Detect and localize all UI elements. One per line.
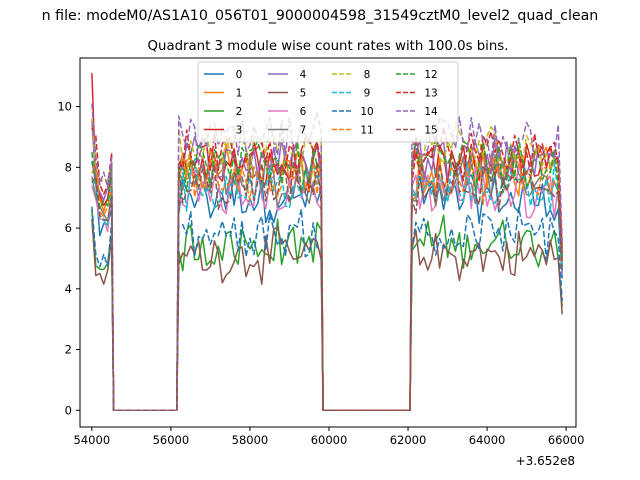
x-axis: 54000 56000 58000 60000 62000 64000 66000 (74, 427, 585, 447)
legend-label-1: 1 (236, 88, 243, 100)
y-tick-label: 8 (65, 160, 72, 174)
figure-suptitle: n file: modeM0/AS1A10_056T01_9000004598_… (42, 8, 599, 24)
x-tick-label: 62000 (390, 433, 427, 447)
series-line-5 (91, 218, 563, 412)
series-line-7 (91, 153, 563, 412)
x-tick-label: 58000 (232, 433, 269, 447)
x-tick-label: 64000 (469, 433, 506, 447)
legend-box (197, 61, 459, 143)
legend-label-7: 7 (300, 125, 307, 137)
x-tick-label: 60000 (311, 433, 348, 447)
series-line-4 (91, 121, 563, 412)
legend-label-15: 15 (424, 125, 437, 137)
legend-label-9: 9 (364, 88, 371, 100)
legend-label-6: 6 (300, 106, 307, 118)
legend-label-13: 13 (424, 88, 437, 100)
y-tick-label: 0 (65, 403, 72, 417)
legend-label-3: 3 (236, 125, 243, 137)
series-line-2 (91, 209, 563, 412)
legend-label-0: 0 (236, 69, 243, 81)
x-axis-offset-label: +3.652e8 (516, 454, 575, 468)
legend-label-10: 10 (360, 106, 373, 118)
y-tick-label: 4 (65, 282, 72, 296)
chart-title: Quadrant 3 module wise count rates with … (148, 39, 509, 54)
legend-label-8: 8 (364, 69, 371, 81)
legend-label-12: 12 (424, 69, 437, 81)
legend-label-14: 14 (424, 106, 438, 118)
y-tick-label: 10 (57, 100, 72, 114)
legend-label-2: 2 (236, 106, 243, 118)
legend-label-11: 11 (360, 125, 373, 137)
series-line-6 (91, 163, 563, 412)
y-tick-label: 6 (65, 221, 72, 235)
x-tick-label: 66000 (548, 433, 585, 447)
y-axis: 0 2 4 6 8 10 (57, 100, 80, 417)
series-line-14 (91, 103, 563, 412)
series-line-10 (91, 206, 563, 412)
x-tick-label: 56000 (153, 433, 190, 447)
x-tick-label: 54000 (74, 433, 111, 447)
y-tick-label: 2 (65, 343, 72, 357)
legend-label-4: 4 (300, 69, 307, 81)
series-line-15 (91, 160, 563, 412)
legend-label-5: 5 (300, 88, 307, 100)
axes-frame (79, 57, 577, 428)
plot-area (91, 73, 563, 412)
